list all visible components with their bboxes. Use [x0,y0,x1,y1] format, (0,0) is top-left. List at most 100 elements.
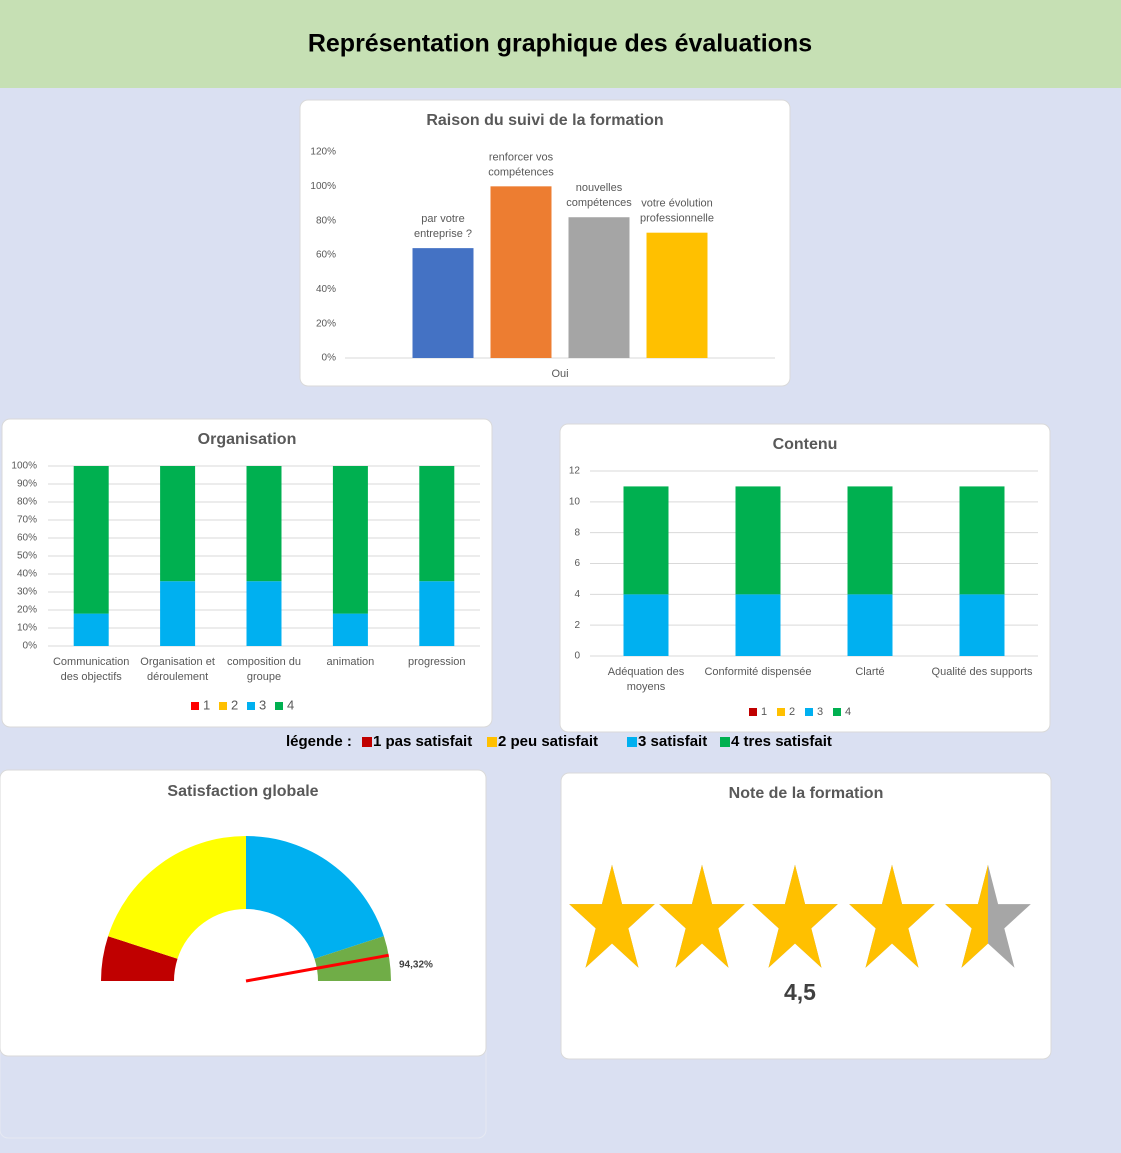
y-tick-label: 60% [17,533,37,544]
legend-swatch [777,708,785,716]
legend-swatch [191,702,199,710]
legend-label: 2 [231,697,238,712]
bar-segment [246,581,282,646]
chart-title: Note de la formation [729,785,884,802]
chart-title: Satisfaction globale [167,783,318,800]
rating-value: 4,5 [784,979,816,1005]
legend-label: 4 [845,706,851,718]
data-label: nouvelles compétences [566,182,632,209]
bar [646,232,708,358]
bar-segment [847,486,893,595]
y-tick-label: 20% [17,605,37,616]
y-tick-label: 0 [574,651,580,662]
data-label: votre évolution professionnelle [640,198,714,225]
y-tick-label: 60% [316,250,336,261]
header-band [0,0,1121,88]
chart-title: Organisation [198,431,297,448]
chart-title: Raison du suivi de la formation [426,112,663,129]
y-tick-label: 12 [569,466,581,477]
y-tick-label: 0% [322,353,337,364]
gauge-segment [101,936,178,981]
chart-panel [0,769,487,1057]
y-tick-label: 8 [574,527,580,538]
page-title: Représentation graphique des évaluations [308,30,812,58]
legend-swatch [247,702,255,710]
bar-segment [847,594,893,656]
y-tick-label: 4 [574,589,580,600]
bar-segment [419,581,455,646]
y-tick-label: 80% [316,215,336,226]
x-tick-label: Adéquation des moyens [608,666,685,693]
legend-note-text: 4 tres satisfait [731,733,832,750]
legend-label: 4 [287,697,294,712]
bar-segment [73,613,109,646]
y-tick-label: 20% [316,318,336,329]
legend-note-text: 3 satisfait [638,733,707,750]
x-tick-label: progression [408,656,465,668]
bar-segment [332,613,368,646]
y-tick-label: 70% [17,515,37,526]
y-tick-label: 80% [17,497,37,508]
gauge-needle [245,953,389,983]
legend-label: 1 [203,697,210,712]
legend-label: 1 [761,706,767,718]
chart-title: Contenu [773,436,838,453]
legend-note-text: 2 peu satisfait [498,733,598,750]
bar-segment [246,466,282,582]
x-tick-label: Organisation et déroulement [140,656,215,683]
bar-segment [160,466,196,582]
gauge-segment [108,836,246,959]
bar-segment [959,486,1005,595]
star-filled [849,864,935,968]
y-tick-label: 0% [23,641,38,652]
bar-segment [419,466,455,582]
gauge-segment [314,936,391,981]
legend-label: 3 [259,697,266,712]
y-tick-label: 90% [17,479,37,490]
legend-swatch [219,702,227,710]
bar-segment [332,466,368,614]
legend-swatch [805,708,813,716]
x-tick-label: Clarté [855,666,884,678]
legend-note-label: légende : [286,733,352,750]
x-tick-label: Conformité dispensée [704,666,811,678]
legend-swatch [275,702,283,710]
legend-note-text: 1 pas satisfait [373,733,472,750]
x-tick-label: composition du groupe [227,656,301,683]
legend-note-swatch [487,737,497,747]
y-tick-label: 2 [574,620,580,631]
legend-note-swatch [362,737,372,747]
bar-segment [623,486,669,595]
y-tick-label: 50% [17,551,37,562]
bar-segment [959,594,1005,656]
bar-segment [623,594,669,656]
y-tick-label: 40% [316,284,336,295]
bar [568,217,630,358]
needle-label: 94,32% [399,960,433,971]
legend-label: 2 [789,706,795,718]
star-filled [659,864,745,968]
x-tick-label: animation [327,656,375,668]
y-tick-label: 6 [574,558,580,569]
bar-segment [160,581,196,646]
data-label: par votre entreprise ? [414,213,472,240]
bar [412,248,474,358]
gauge-segment [246,835,384,959]
y-tick-label: 30% [17,587,37,598]
y-tick-label: 100% [11,461,37,472]
y-tick-label: 10 [569,496,581,507]
y-tick-label: 40% [17,569,37,580]
legend-swatch [749,708,757,716]
chart-panel [559,423,1051,733]
x-tick-label: Oui [551,368,568,380]
y-tick-label: 100% [310,181,336,192]
legend-label: 3 [817,706,823,718]
bar-segment [73,466,109,614]
bar [490,186,552,358]
star-filled [945,864,988,968]
x-tick-label: Qualité des supports [932,666,1033,678]
legend-swatch [833,708,841,716]
bar-segment [735,486,781,595]
